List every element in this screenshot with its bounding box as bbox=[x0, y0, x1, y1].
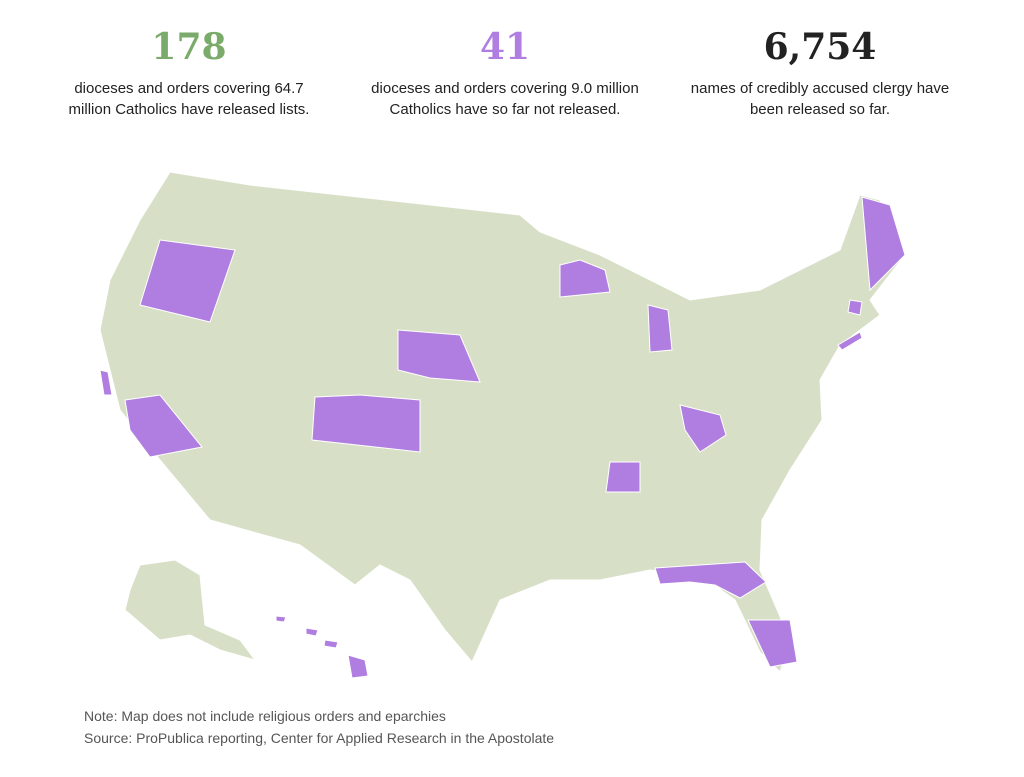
state-highlight bbox=[99, 369, 113, 396]
stat-number: 41 bbox=[479, 26, 531, 68]
state-highlight bbox=[837, 331, 863, 351]
map bbox=[99, 171, 906, 679]
stat: 41 dioceses and orders covering 9.0 mill… bbox=[370, 22, 640, 120]
stat-description: dioceses and orders covering 9.0 million… bbox=[371, 80, 639, 118]
state-highlight bbox=[311, 394, 421, 453]
state-highlight bbox=[861, 196, 906, 292]
us-mainland bbox=[99, 171, 906, 673]
hawaii bbox=[305, 627, 319, 637]
stat-number: 178 bbox=[151, 26, 227, 68]
state-highlight bbox=[139, 239, 236, 323]
state-highlight bbox=[647, 304, 673, 353]
state-highlight bbox=[679, 404, 727, 453]
state-highlight bbox=[747, 619, 798, 668]
hawaii bbox=[347, 654, 369, 679]
hawaii bbox=[323, 639, 339, 649]
note: Note: Map does not include religious ord… bbox=[84, 708, 446, 724]
state-highlight bbox=[654, 561, 767, 599]
state-highlight bbox=[559, 259, 611, 298]
stat-number: 6,754 bbox=[763, 26, 877, 68]
hawaii bbox=[275, 615, 287, 623]
stat: 6,754 names of credibly accused clergy h… bbox=[685, 22, 955, 120]
state-highlight bbox=[124, 394, 203, 458]
stat-description: dioceses and orders covering 64.7 millio… bbox=[68, 80, 310, 118]
state-highlight bbox=[397, 329, 481, 383]
state-highlight bbox=[605, 461, 641, 493]
alaska bbox=[124, 559, 257, 661]
stat: 178 dioceses and orders covering 64.7 mi… bbox=[54, 22, 324, 120]
state-highlight bbox=[847, 299, 863, 316]
stat-description: names of credibly accused clergy have be… bbox=[690, 80, 950, 118]
source: Source: ProPublica reporting, Center for… bbox=[84, 730, 555, 746]
